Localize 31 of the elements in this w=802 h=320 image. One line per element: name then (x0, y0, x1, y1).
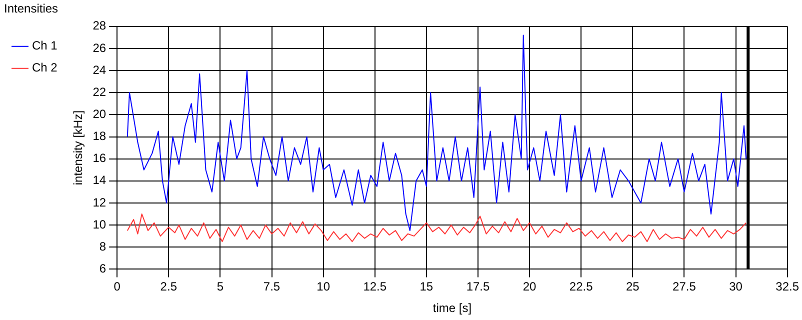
x-tick-label: 12.5 (363, 280, 387, 294)
y-tick-label: 16 (92, 151, 106, 166)
x-tick-label: 25 (626, 280, 640, 294)
x-axis-title: time [s] (432, 301, 472, 316)
y-tick-label: 26 (92, 40, 106, 55)
y-tick-label: 22 (92, 84, 106, 99)
y-axis-title: intensity [kHz] (70, 110, 85, 186)
y-tick-label: 14 (92, 173, 106, 188)
chart-title: Intensities (4, 2, 58, 16)
x-tick-label: 17.5 (466, 280, 490, 294)
legend-label: Ch 1 (32, 38, 58, 53)
x-tick-label: 20 (522, 280, 537, 294)
x-tick-label: 27.5 (672, 280, 696, 294)
legend-label: Ch 2 (32, 60, 58, 75)
y-tick-label: 24 (92, 62, 106, 77)
x-tick-label: 30 (729, 280, 743, 294)
y-tick-label: 28 (92, 18, 106, 33)
y-tick-label: 12 (92, 195, 106, 210)
x-tick-label: 5 (216, 280, 224, 294)
y-tick-label: 6 (99, 262, 106, 276)
x-tick-label: 32.5 (776, 280, 800, 294)
x-tick-label: 7.5 (263, 280, 280, 294)
y-tick-label: 10 (92, 217, 106, 232)
y-tick-label: 20 (92, 107, 106, 122)
x-tick-label: 2.5 (160, 280, 178, 294)
y-tick-label: 8 (99, 239, 106, 254)
x-tick-label: 22.5 (569, 280, 594, 294)
x-tick-label: 10 (316, 280, 330, 294)
y-tick-label: 18 (92, 129, 106, 144)
x-tick-label: 0 (114, 280, 121, 294)
x-tick-label: 15 (420, 280, 434, 294)
